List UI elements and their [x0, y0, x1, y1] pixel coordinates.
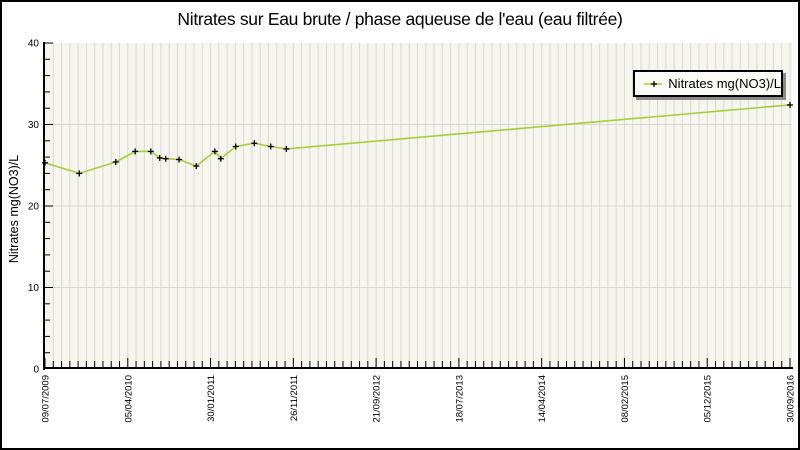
horizontal-gridlines — [43, 124, 792, 288]
data-line — [44, 104, 791, 175]
x-tick-label: 30/09/2016 — [786, 375, 797, 423]
legend-label: Nitrates mg(NO3)/L — [668, 76, 781, 91]
legend-box: Nitrates mg(NO3)/L — [633, 70, 783, 97]
y-tick-label: 40 — [28, 39, 40, 50]
y-tick-labels: 0 10 20 30 40 — [28, 39, 40, 376]
y-tick-label: 30 — [28, 120, 40, 131]
x-ticks — [44, 358, 791, 367]
x-tick-label: 09/07/2009 — [41, 375, 52, 423]
y-tick-label: 20 — [28, 202, 40, 213]
x-tick-label: 30/01/2011 — [206, 375, 217, 422]
chart-title: Nitrates sur Eau brute / phase aqueuse d… — [177, 9, 623, 29]
x-tick-label: 14/04/2014 — [537, 375, 548, 423]
legend-marker-icon — [644, 80, 663, 87]
y-ticks — [45, 42, 53, 354]
y-tick-label: 10 — [28, 283, 40, 294]
x-tick-label: 21/09/2012 — [372, 375, 383, 423]
y-tick-label: 0 — [33, 365, 39, 376]
x-tick-label: 26/11/2011 — [289, 375, 300, 421]
x-tick-label: 05/12/2015 — [703, 375, 714, 423]
x-tick-labels: 09/07/2009 05/04/2010 30/01/2011 26/11/2011… — [41, 375, 797, 423]
x-tick-label: 05/04/2010 — [123, 375, 134, 423]
x-tick-label: 08/02/2015 — [620, 375, 631, 423]
x-tick-label: 18/07/2013 — [454, 375, 465, 423]
data-markers — [42, 101, 793, 177]
